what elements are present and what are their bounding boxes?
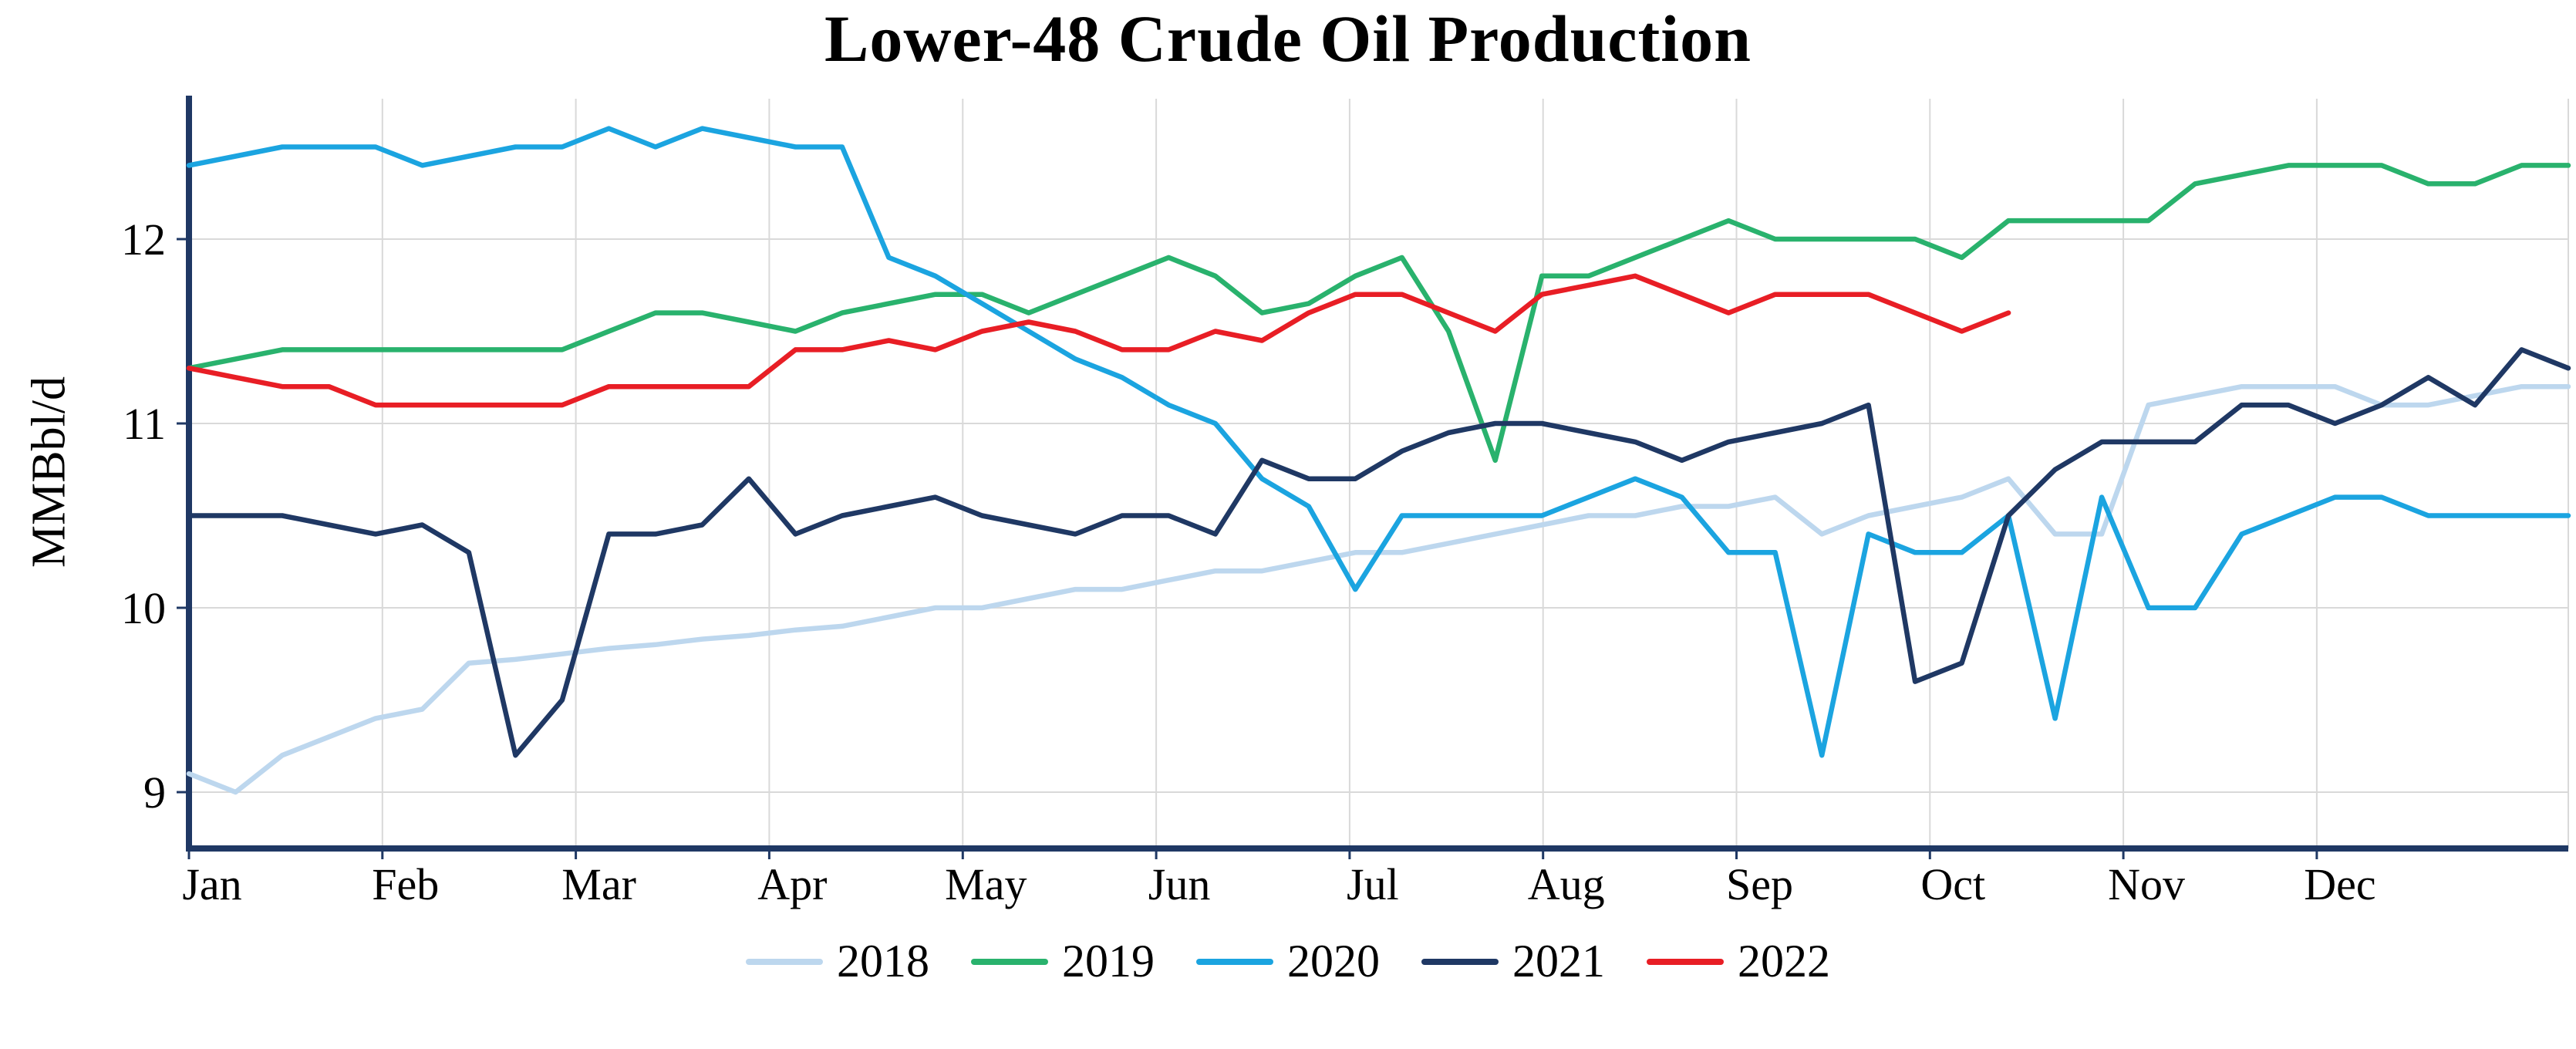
y-tick-label-9: 9	[143, 767, 166, 818]
legend-label-2019: 2019	[1062, 936, 1155, 987]
gridlines	[189, 99, 2569, 848]
legend-item-2020: 2020	[1196, 935, 1380, 988]
legend-swatch-2018	[746, 958, 823, 965]
x-tick-label-aug: Aug	[1528, 859, 1605, 909]
legend-item-2019: 2019	[971, 935, 1155, 988]
legend: 2018 2019 2020 2021 2022	[0, 935, 2576, 988]
x-tick-label-jul: Jul	[1347, 859, 1399, 909]
legend-label-2022: 2022	[1738, 936, 1830, 987]
series-line-2021	[186, 347, 2571, 758]
legend-label-2020: 2020	[1287, 936, 1380, 987]
legend-swatch-2021	[1421, 958, 1499, 965]
x-tick-label-feb: Feb	[372, 859, 439, 909]
legend-label-2018: 2018	[837, 936, 929, 987]
x-tick-label-apr: Apr	[757, 859, 827, 909]
y-tick-label-10: 10	[121, 583, 166, 633]
legend-item-2021: 2021	[1421, 935, 1605, 988]
axis-ticks	[177, 238, 2318, 859]
legend-swatch-2022	[1647, 958, 1724, 965]
legend-label-2021: 2021	[1512, 936, 1605, 987]
y-tick-label-12: 12	[121, 214, 166, 265]
legend-swatch-2020	[1196, 958, 1273, 965]
x-tick-label-sep: Sep	[1726, 859, 1793, 909]
series-line-2022	[186, 273, 2011, 408]
legend-item-2022: 2022	[1647, 935, 1830, 988]
x-tick-label-may: May	[945, 859, 1027, 909]
series-line-2018	[186, 383, 2571, 795]
x-tick-label-jun: Jun	[1148, 859, 1211, 909]
x-tick-label-dec: Dec	[2304, 859, 2375, 909]
series-line-2020	[186, 126, 2571, 758]
x-tick-label-oct: Oct	[1920, 859, 1985, 909]
chart-title: Lower-48 Crude Oil Production	[824, 2, 1752, 76]
y-tick-label-11: 11	[123, 399, 166, 449]
x-tick-label-mar: Mar	[561, 859, 636, 909]
x-tick-label-jan: Jan	[182, 859, 241, 909]
series-line-2019	[186, 163, 2571, 464]
legend-item-2018: 2018	[746, 935, 929, 988]
legend-swatch-2019	[971, 958, 1048, 965]
x-tick-label-nov: Nov	[2108, 859, 2185, 909]
